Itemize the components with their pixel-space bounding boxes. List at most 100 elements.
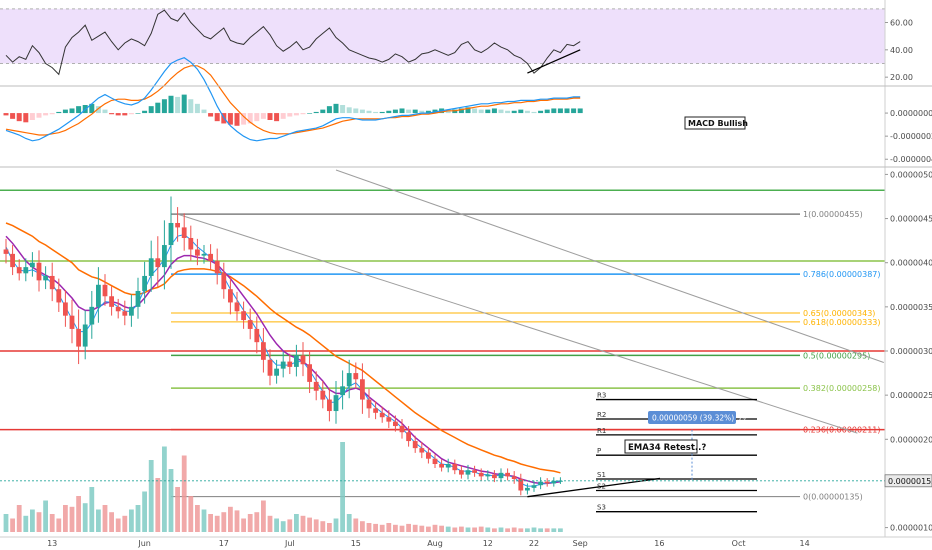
volume-bar [148,460,154,532]
measure-label-box [648,411,736,424]
candle-body [393,421,398,427]
macd-histogram-bar [3,113,9,116]
macd-histogram-bar [557,108,563,114]
macd-histogram-bar [43,113,49,116]
time-tick-label: Jul [284,539,295,548]
time-tick-label: 12 [483,539,493,548]
macd-histogram-bar [135,113,141,114]
candle-body [346,373,352,387]
macd-histogram-bar [155,102,161,114]
volume-bar [399,525,405,532]
candle-body [109,296,114,307]
volume-bar [221,512,227,532]
candle-body [340,386,345,396]
price-pane: 1(0.00000455) 0.786(0.00000387) 0.65(0.000… [0,169,885,532]
macd-tick-label: -0.00000020 [890,132,932,141]
candle-body [89,306,95,325]
candle-body [96,284,101,307]
macd-histogram-bar [89,103,95,114]
candle-body [254,328,260,343]
rsi-line [5,9,581,76]
macd-histogram-bar [478,109,484,114]
macd-histogram-bar [287,113,293,117]
volume-bar [168,469,174,532]
macd-histogram-bar [340,105,346,114]
candle-body [373,408,378,413]
candle-body [175,222,180,228]
macd-histogram-bar [399,108,405,114]
candle-body [531,485,537,488]
macd-histogram-bar [23,113,29,123]
candle-body [465,470,471,475]
volume-bar [294,514,299,532]
macd-annotation-box [684,116,746,130]
candle-body [399,426,405,433]
candle-body [379,412,385,418]
volume-bar [195,505,200,532]
volume-bar [406,523,411,532]
candle-body [525,487,530,491]
macd-histogram-bar [333,103,339,114]
candle-body [76,328,81,347]
rsi-band-fill [0,8,885,64]
candle-body [313,381,319,391]
volume-bar [313,519,319,532]
candle-body [168,222,174,246]
time-axis[interactable]: 13 Jun 17 Jul 15 Aug 12 22 Sep 16 Oct 14 [0,536,932,548]
volume-bar [505,528,510,532]
volume-bar [386,523,392,532]
volume-bar [43,500,48,532]
candle-body [181,227,187,238]
macd-histogram-bar [241,113,247,125]
volume-bar [551,528,557,532]
volume-bar [379,524,385,532]
macd-histogram-bar [538,110,544,114]
time-tick-label: Jun [137,539,151,548]
volume-bar [96,509,101,532]
candle-body [439,464,444,468]
macd-histogram-bar [544,109,550,114]
volume-bar [135,505,141,532]
volume-bar [267,515,273,532]
candle-body [241,311,246,321]
candle-body [426,452,431,459]
candle-body [360,379,365,400]
candle-body [287,361,293,367]
macd-histogram-bar [359,109,365,114]
volume-bar [439,525,444,532]
candle-body [3,249,9,254]
volume-bar [16,505,22,532]
macd-histogram-bar [122,113,128,116]
volume-bar [445,526,451,532]
candle-body [201,253,207,256]
candle-body [280,361,286,369]
macd-histogram-bar [267,113,273,120]
macd-annotation-label: MACD Bullish [688,119,748,128]
macd-histogram-bar [373,111,379,114]
macd-histogram-bar [386,110,392,114]
macd-histogram-bar [379,111,385,114]
candle-body [49,275,55,290]
diagonal-trendline [335,169,884,363]
macd-histogram-bar [326,106,332,114]
volume-bar [280,521,286,532]
volume-bar [201,509,207,532]
volume-bar [485,527,491,532]
macd-histogram-bar [181,94,187,114]
support-trendline [527,477,661,498]
measure-label: 0.00000059 (39.32%) 59 [652,414,746,423]
volume-bar [188,496,194,532]
macd-histogram-bar [247,113,253,124]
macd-histogram-bar [425,110,431,114]
macd-histogram-bar [29,113,35,120]
volume-bar [115,518,121,532]
macd-histogram-bar [148,106,154,114]
price-axis[interactable]: 60.00 40.00 20.00 0.00000000 -0.00000020 -0.0… [0,0,932,537]
volume-bar [419,525,425,532]
macd-tick-label: 0.00000000 [890,109,932,118]
